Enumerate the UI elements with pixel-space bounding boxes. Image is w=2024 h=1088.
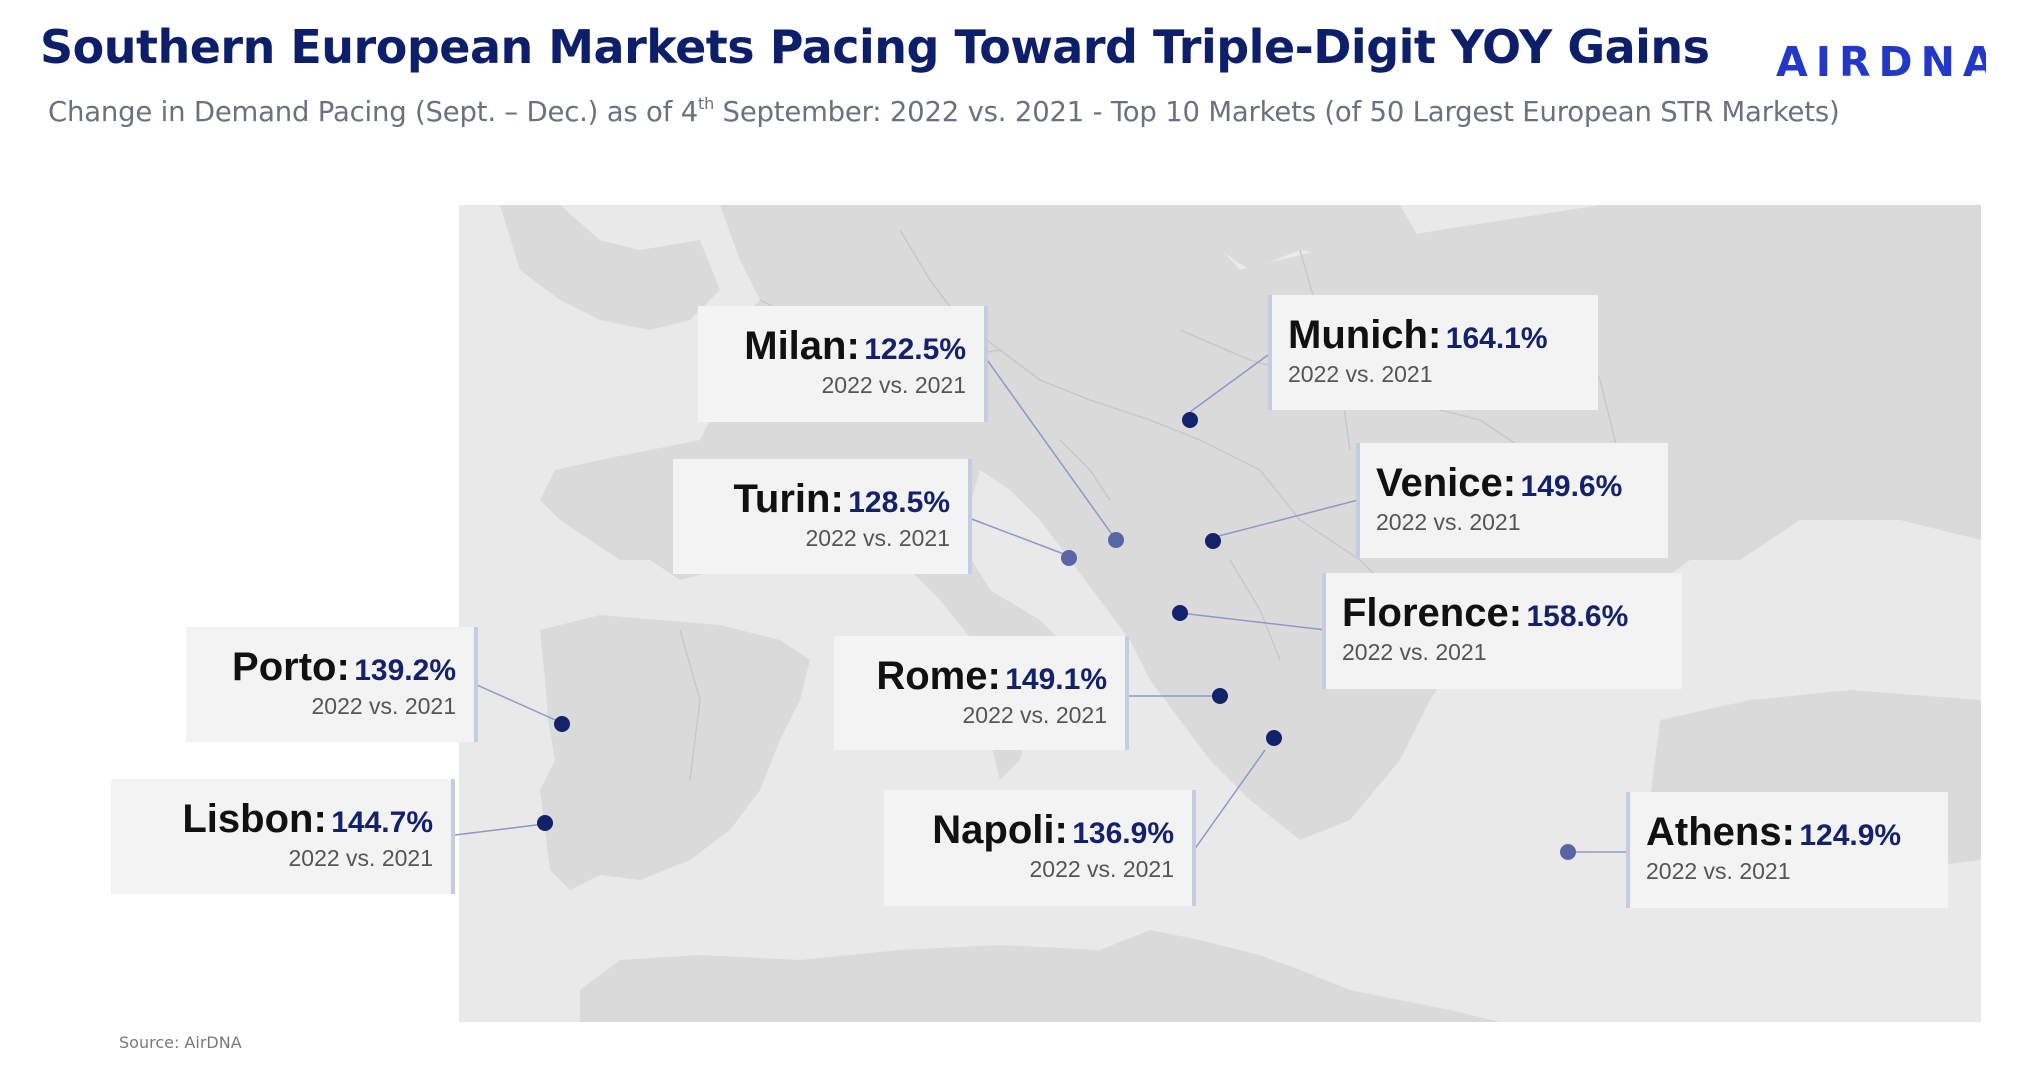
pacing-value: 124.9%: [1799, 819, 1902, 852]
pacing-value: 149.6%: [1520, 470, 1623, 503]
pacing-value: 158.6%: [1526, 600, 1629, 633]
porto-marker[interactable]: [554, 716, 570, 732]
connector-lines: [454, 354, 1630, 853]
city-name: Milan:: [744, 324, 860, 368]
city-name: Athens:: [1646, 810, 1795, 854]
airdna-logo: AIRDNA: [1776, 38, 1986, 84]
callout-turin: Turin: 128.5% 2022 vs. 2021: [673, 459, 972, 574]
munich-marker[interactable]: [1182, 412, 1198, 428]
pacing-value: 136.9%: [1072, 817, 1174, 850]
pacing-value: 164.1%: [1445, 322, 1548, 355]
svg-text:AIRDNA: AIRDNA: [1776, 38, 1986, 84]
venice-marker[interactable]: [1205, 533, 1221, 549]
napoli-marker[interactable]: [1266, 730, 1282, 746]
comparison-label: 2022 vs. 2021: [1288, 361, 1433, 387]
city-name: Venice:: [1376, 461, 1517, 505]
comparison-label: 2022 vs. 2021: [1376, 509, 1521, 535]
callout-porto: Porto: 139.2% 2022 vs. 2021: [186, 627, 478, 742]
athens-marker[interactable]: [1560, 844, 1576, 860]
florence-marker[interactable]: [1172, 605, 1188, 621]
milan-marker[interactable]: [1108, 532, 1124, 548]
city-markers: [537, 412, 1576, 860]
comparison-label: 2022 vs. 2021: [1646, 858, 1791, 884]
city-name: Napoli:: [932, 808, 1068, 852]
city-name: Munich:: [1288, 313, 1442, 357]
city-name: Turin:: [733, 477, 844, 521]
callout-venice: Venice: 149.6% 2022 vs. 2021: [1356, 443, 1668, 558]
pacing-value: 139.2%: [354, 654, 456, 687]
pacing-value: 144.7%: [331, 806, 433, 839]
source-note: Source: AirDNA: [119, 1033, 242, 1052]
subtitle-superscript: th: [698, 94, 715, 113]
callout-lisbon: Lisbon: 144.7% 2022 vs. 2021: [111, 779, 455, 894]
lisbon-marker[interactable]: [537, 815, 553, 831]
turin-marker[interactable]: [1061, 550, 1077, 566]
comparison-label: 2022 vs. 2021: [311, 693, 456, 719]
page-subtitle: Change in Demand Pacing (Sept. – Dec.) a…: [48, 94, 1840, 128]
rome-marker[interactable]: [1212, 688, 1228, 704]
comparison-label: 2022 vs. 2021: [821, 372, 966, 398]
comparison-label: 2022 vs. 2021: [288, 845, 433, 871]
comparison-label: 2022 vs. 2021: [1029, 856, 1174, 882]
pacing-value: 122.5%: [864, 333, 966, 366]
page-title: Southern European Markets Pacing Toward …: [40, 20, 1710, 74]
comparison-label: 2022 vs. 2021: [962, 702, 1107, 728]
city-name: Porto:: [232, 645, 350, 689]
callout-milan: Milan: 122.5% 2022 vs. 2021: [698, 306, 988, 422]
comparison-label: 2022 vs. 2021: [805, 525, 950, 551]
subtitle-text-end: September: 2022 vs. 2021 - Top 10 Market…: [714, 96, 1840, 128]
pacing-value: 128.5%: [848, 486, 950, 519]
pacing-value: 149.1%: [1005, 663, 1107, 696]
subtitle-text-start: Change in Demand Pacing (Sept. – Dec.) a…: [48, 96, 698, 128]
city-name: Florence:: [1342, 591, 1523, 635]
callout-napoli: Napoli: 136.9% 2022 vs. 2021: [884, 790, 1196, 906]
callout-florence: Florence: 158.6% 2022 vs. 2021: [1322, 573, 1682, 689]
callout-rome: Rome: 149.1% 2022 vs. 2021: [834, 636, 1129, 750]
callout-athens: Athens: 124.9% 2022 vs. 2021: [1626, 792, 1948, 908]
comparison-label: 2022 vs. 2021: [1342, 639, 1487, 665]
city-name: Rome:: [876, 654, 1001, 698]
callout-munich: Munich: 164.1% 2022 vs. 2021: [1268, 295, 1598, 410]
city-name: Lisbon:: [182, 797, 327, 841]
